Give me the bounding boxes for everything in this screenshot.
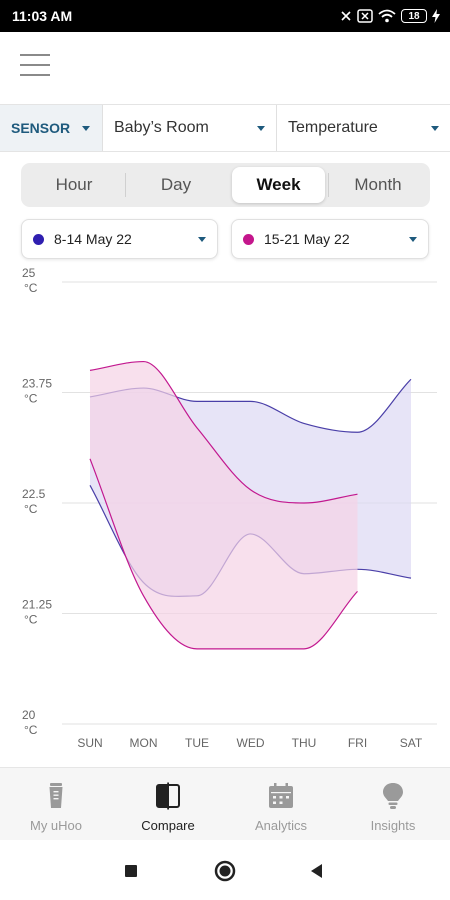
status-time: 11:03 AM [12,8,73,24]
x-tick-label: TUE [185,736,209,750]
caret-down-icon [257,126,265,131]
period-tabs: Hour Day Week Month [21,163,430,207]
calendar-icon [269,783,293,808]
signal-muted-icon [341,11,351,21]
filter-row: SENSOR Baby’s Room Temperature [0,104,450,152]
y-tick-label: 23.75 [22,377,52,391]
bottom-nav: My uHoo Compare Analytics Insights [0,767,450,840]
y-tick-unit: °C [24,723,38,737]
lightbulb-icon [383,783,403,809]
y-tick-unit: °C [24,613,38,627]
y-tick-label: 22.5 [22,487,46,501]
nav-label: Compare [141,818,195,833]
room-dropdown[interactable]: Baby’s Room [103,105,277,151]
nav-my-uhoo[interactable]: My uHoo [0,768,112,841]
metric-value: Temperature [288,119,378,136]
nav-insights[interactable]: Insights [337,768,449,841]
y-tick-label: 21.25 [22,598,52,612]
date-range-picker-2[interactable]: 15-21 May 22 [231,219,429,259]
series-2-max-line [89,360,358,504]
nav-label: Analytics [254,818,308,833]
status-icons: 18 [340,7,440,25]
x-tick-label: SUN [77,736,102,750]
date-range-label: 8-14 May 22 [54,231,132,247]
caret-down-icon [409,237,417,242]
sensor-label: SENSOR [11,120,71,136]
x-tick-label: THU [292,736,317,750]
series-2-min-line [89,458,358,650]
metric-dropdown[interactable]: Temperature [277,105,450,151]
y-tick-unit: °C [24,502,38,516]
x-tick-label: SAT [400,736,423,750]
tab-separator [125,173,126,197]
series-color-dot [243,233,254,245]
caret-down-icon [198,237,206,242]
tab-separator [328,173,329,197]
menu-line [20,54,50,56]
nav-label: Insights [370,818,416,833]
wifi-icon [378,9,396,23]
tab-week[interactable]: Week [232,167,325,203]
date-range-label: 15-21 May 22 [264,231,350,247]
status-bar: 11:03 AM 18 [0,0,450,32]
charging-icon [432,9,440,23]
system-nav-bar [0,840,450,900]
tab-day[interactable]: Day [160,175,192,194]
menu-button[interactable] [20,54,50,82]
tab-month[interactable]: Month [354,175,402,194]
caret-down-icon [431,126,439,131]
room-value: Baby’s Room [114,119,209,136]
series-2-range-area [90,361,358,649]
sensor-dropdown[interactable]: SENSOR [0,105,103,151]
x-tick-label: FRI [348,736,367,750]
device-icon [49,783,63,808]
home-button[interactable] [214,860,236,882]
y-tick-unit: °C [24,281,38,295]
nav-compare[interactable]: Compare [112,768,224,841]
back-button[interactable] [306,860,328,882]
y-tick-label: 20 [22,708,36,722]
compare-icon [156,782,180,810]
x-tick-label: WED [237,736,265,750]
y-tick-label: 25 [22,266,36,280]
temperature-chart: 25 °C 23.75 °C 22.5 °C 21.25 °C 20 °C SUN MON TUE WED… [0,262,450,767]
date-range-picker-1[interactable]: 8-14 May 22 [21,219,218,259]
tab-hour[interactable]: Hour [55,175,93,194]
nav-analytics[interactable]: Analytics [225,768,337,841]
nav-label: My uHoo [29,818,83,833]
menu-line [20,74,50,76]
alarm-muted-icon [357,9,373,23]
battery-icon: 18 [401,9,427,23]
x-tick-label: MON [130,736,158,750]
series-color-dot [33,233,44,245]
caret-down-icon [82,126,90,131]
battery-level: 18 [408,10,420,22]
menu-line [20,64,50,66]
app-bar [0,32,450,104]
y-tick-unit: °C [24,392,38,406]
recents-button[interactable] [120,860,142,882]
